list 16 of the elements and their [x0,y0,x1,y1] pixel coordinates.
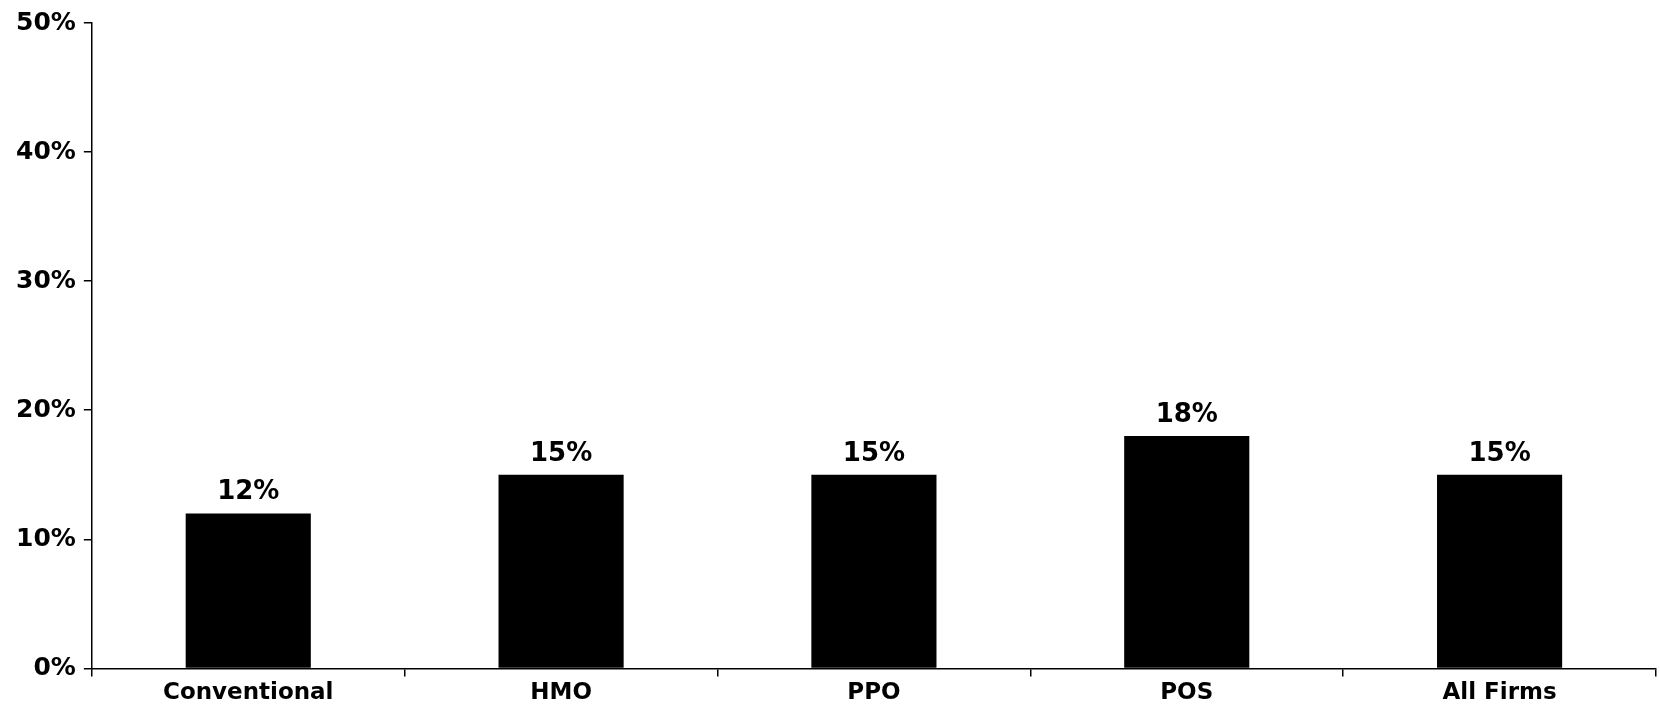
y-tick-label: 30% [16,264,76,294]
x-tick-label: PPO [847,678,901,705]
x-tick-label: Conventional [163,678,334,705]
x-tick-label: POS [1160,678,1214,705]
y-tick-label: 40% [16,135,76,165]
y-tick-label: 10% [16,522,76,552]
data-label: 15% [1468,436,1531,467]
data-label: 15% [529,436,593,467]
data-label: 12% [217,475,280,506]
data-label: 18% [1155,397,1218,428]
x-tick-label: HMO [530,678,592,705]
y-tick-label: 0% [33,651,76,681]
y-tick-label: 50% [16,6,76,36]
x-tick-label: All Firms [1442,678,1557,705]
data-label: 15% [842,436,906,467]
y-tick-label: 20% [16,393,76,423]
